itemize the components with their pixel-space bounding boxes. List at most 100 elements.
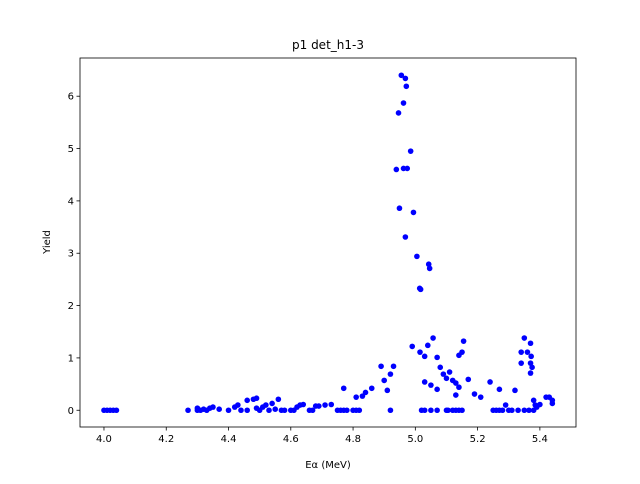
point [410,209,417,216]
point [393,166,400,173]
point [235,402,241,408]
point [526,407,532,414]
point [417,286,424,293]
point [402,75,409,82]
point [430,335,436,341]
point [340,385,347,392]
x-tick-label: 4.8 [345,434,361,445]
point [434,386,440,393]
point [281,407,288,414]
point [404,165,411,172]
point [275,396,282,403]
point [445,407,451,414]
point [362,389,369,396]
point [402,234,409,240]
point [359,393,366,399]
point [527,340,534,347]
point [428,407,434,414]
point [434,354,440,361]
point [309,407,316,414]
point [477,394,484,400]
point [471,391,478,397]
point [428,382,434,388]
point [515,407,521,414]
point [368,385,375,392]
point [521,335,528,341]
point [537,401,543,408]
y-axis-label: Yield [42,230,53,255]
point [398,72,405,79]
y-tick-label: 5 [68,144,74,155]
point [460,338,467,344]
point [440,371,447,377]
x-tick-label: 5.2 [470,434,486,445]
chart-title: p1 det_h1-3 [292,38,364,52]
point [509,407,515,414]
point [549,400,556,407]
point [395,110,402,116]
point [266,407,272,414]
point [518,360,525,366]
point [417,349,423,355]
point [502,402,509,408]
point [390,363,397,370]
x-axis-label: Eα (MeV) [305,460,351,471]
point [225,407,232,414]
point [465,376,472,383]
point [387,371,394,377]
point [384,387,391,394]
y-tick-label: 0 [68,406,74,417]
y-tick-label: 1 [68,353,74,364]
x-tick-label: 4.0 [96,434,112,445]
point [269,400,275,407]
point [344,407,350,414]
point [421,379,428,385]
point [518,349,525,355]
point [356,407,363,414]
point [113,407,120,414]
point [524,349,531,355]
point [425,261,432,268]
point [185,407,191,414]
point [328,401,335,408]
point [244,407,251,414]
point [272,406,279,413]
point [353,394,359,400]
x-tick-label: 4.6 [283,434,299,445]
point [414,253,420,260]
point [403,83,410,90]
point [437,364,444,371]
point [446,369,453,375]
y-tick-label: 4 [68,196,74,207]
point [216,406,222,413]
point [434,407,440,414]
point [453,392,459,398]
point [487,379,493,385]
point [459,407,465,414]
point [527,370,534,376]
point [530,397,537,404]
point [421,353,428,360]
point [528,353,534,360]
point [378,363,384,370]
point [529,364,535,371]
point [453,380,459,386]
y-tick-label: 6 [68,92,74,103]
point [456,384,462,391]
point [521,407,528,414]
point [409,343,416,350]
point [424,342,431,349]
point [400,100,407,106]
point [496,386,503,393]
point [244,397,251,404]
x-tick-label: 4.4 [221,434,237,445]
point [210,404,216,410]
point [316,403,322,409]
point [381,377,388,384]
plot-frame [79,57,577,428]
point [396,205,403,212]
point [300,401,307,408]
point [499,407,506,414]
point [407,148,414,154]
y-tick-label: 2 [68,301,74,312]
